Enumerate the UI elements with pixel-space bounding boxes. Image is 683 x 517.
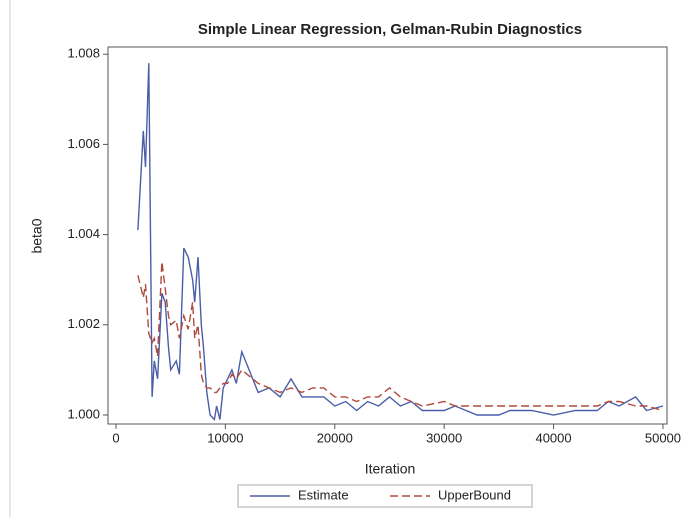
x-tick-label: 40000 bbox=[535, 430, 571, 445]
legend-box bbox=[237, 484, 533, 508]
x-tick-label: 30000 bbox=[426, 430, 462, 445]
x-axis-label: Iteration bbox=[365, 461, 416, 477]
series-line bbox=[137, 261, 664, 412]
y-tick-label: 1.002 bbox=[67, 316, 100, 331]
chart-title: Simple Linear Regression, Gelman-Rubin D… bbox=[198, 21, 582, 38]
x-tick-label: 20000 bbox=[317, 430, 353, 445]
x-tick-label: 10000 bbox=[207, 430, 243, 445]
legend-label: UpperBound bbox=[438, 487, 511, 502]
legend-label: Estimate bbox=[298, 487, 349, 502]
x-tick-label: 0 bbox=[112, 430, 119, 445]
x-tick-label: 50000 bbox=[645, 430, 681, 445]
y-tick-label: 1.004 bbox=[67, 226, 100, 241]
y-axis-label: beta0 bbox=[29, 218, 45, 253]
y-tick-label: 1.008 bbox=[67, 46, 100, 61]
plot-frame bbox=[107, 46, 668, 425]
y-tick-label: 1.000 bbox=[67, 406, 100, 421]
y-tick-label: 1.006 bbox=[67, 136, 100, 151]
series-line bbox=[137, 63, 664, 421]
